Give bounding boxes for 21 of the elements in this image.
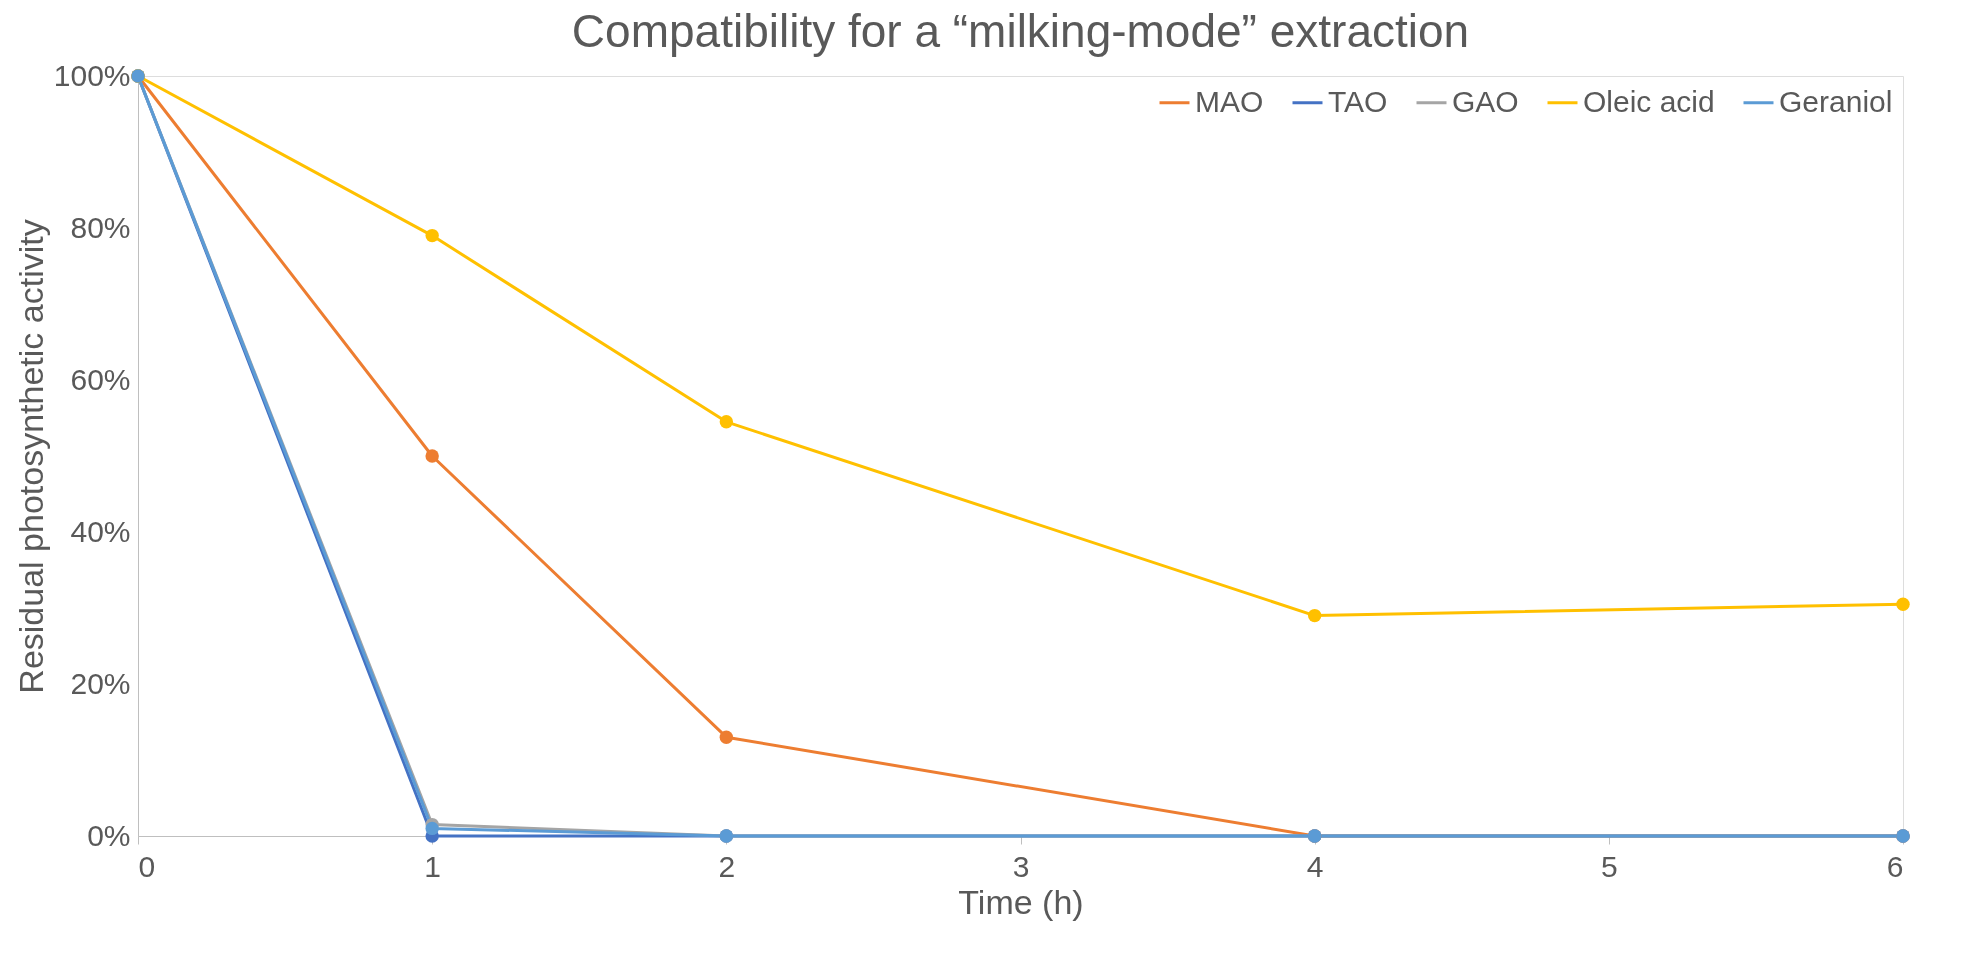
- y-tick-label: 40%: [70, 514, 131, 548]
- x-tick-label: 5: [1600, 849, 1618, 883]
- y-tick-label: 20%: [70, 666, 131, 700]
- x-tick-label: 0: [138, 849, 156, 883]
- y-axis-title: Residual photosynthetic activity: [11, 219, 50, 694]
- x-tick-label: 2: [718, 849, 736, 883]
- chart-title: Compatibility for a “milking-mode” extraction: [571, 5, 1470, 57]
- x-tick-label: 3: [1012, 849, 1030, 883]
- y-tick-label: 80%: [70, 210, 131, 244]
- y-tick-label: 0%: [87, 818, 131, 852]
- x-tick-label: 6: [1886, 849, 1904, 883]
- x-axis-title: Time (h): [958, 882, 1084, 921]
- legend-label: Geraniol: [1779, 84, 1893, 118]
- x-tick-label: 4: [1306, 849, 1324, 883]
- legend-label: TAO: [1328, 84, 1388, 118]
- x-tick-label: 1: [424, 849, 442, 883]
- legend-label: MAO: [1195, 84, 1264, 118]
- legend-label: Oleic acid: [1583, 84, 1715, 118]
- y-tick-label: 60%: [70, 362, 131, 396]
- y-tick-label: 100%: [53, 58, 131, 92]
- legend-label: GAO: [1452, 84, 1519, 118]
